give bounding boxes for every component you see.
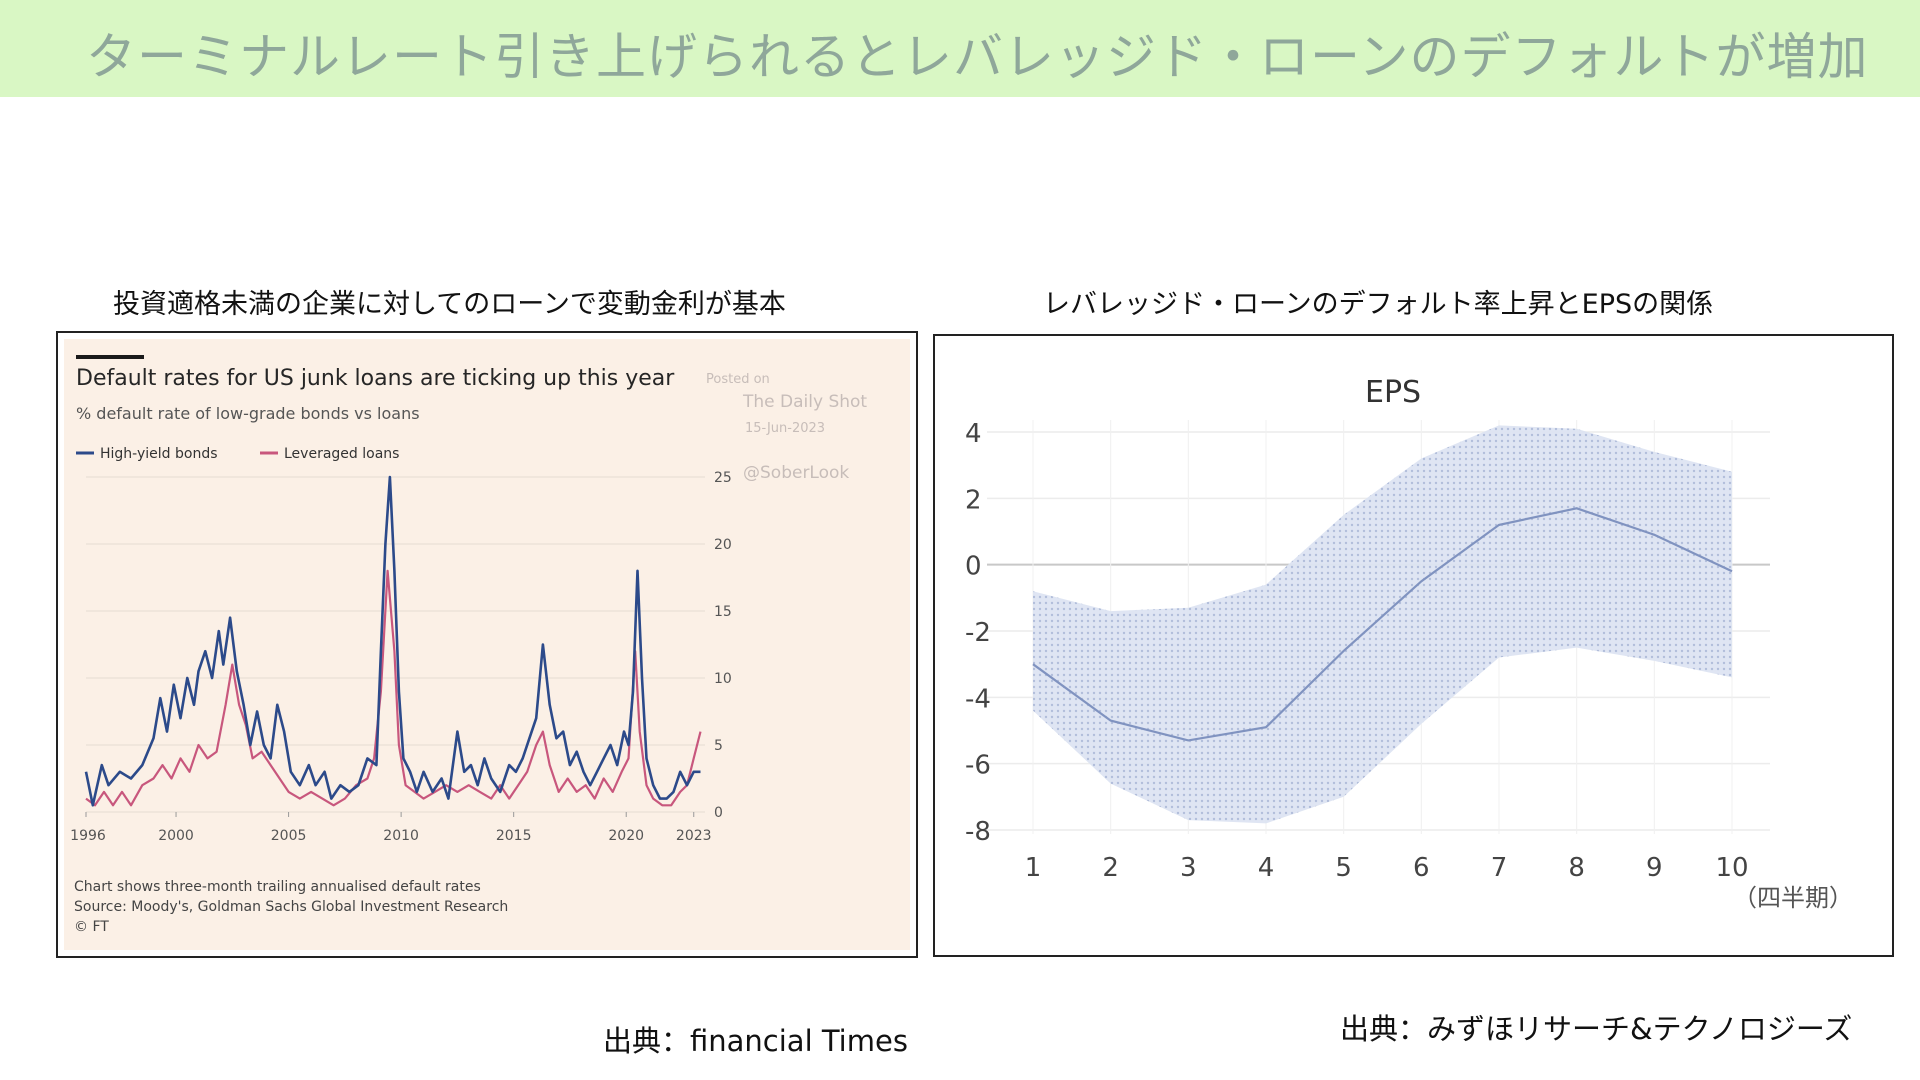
left-chart-frame: Default rates for US junk loans are tick… (56, 331, 918, 958)
x-tick-label: 2015 (496, 828, 532, 844)
eps-x-tick-label: 1 (1025, 853, 1042, 883)
right-source: 出典：みずほリサーチ&テクノロジーズ (1340, 1012, 1853, 1046)
slide-title: ターミナルレート引き上げられるとレバレッジド・ローンのデフォルトが増加 (86, 28, 1869, 86)
legend-label-hy: High-yield bonds (100, 446, 218, 462)
watermark-name: The Daily Shot (742, 392, 867, 412)
right-chart-caption: レバレッジド・ローンのデフォルト率上昇とEPSの関係 (1043, 289, 1714, 320)
eps-x-tick-label: 7 (1491, 853, 1508, 883)
eps-y-tick-label: 4 (965, 419, 982, 449)
eps-median-line (1032, 507, 1733, 742)
series (84, 475, 702, 807)
eps-y-tick-label: -8 (965, 817, 991, 847)
x-tick-label: 2005 (271, 828, 307, 844)
eps-y-tick-label: -6 (965, 751, 991, 781)
chart-title: Default rates for US junk loans are tick… (76, 366, 675, 391)
x-tick-label: 2023 (676, 828, 712, 844)
watermark-date: 15-Jun-2023 (745, 421, 825, 436)
y-tick-label: 0 (714, 805, 723, 821)
x-tick-label: 1996 (70, 828, 106, 844)
y-tick-label: 15 (714, 604, 732, 620)
eps-axes: 4 2 0 -2 -4 -6 -8 1 2 3 4 5 6 7 8 9 10 (965, 419, 1749, 883)
chart-background (64, 339, 910, 950)
series-line-leveraged-loans (85, 569, 702, 807)
footnote-3: © FT (74, 919, 109, 935)
x-tick-label: 2020 (608, 828, 644, 844)
x-tick-label: 2010 (383, 828, 419, 844)
junk-loans-chart: Default rates for US junk loans are tick… (64, 339, 910, 950)
watermark: Posted on The Daily Shot 15-Jun-2023 @So… (706, 372, 867, 483)
y-tick-label: 10 (714, 671, 732, 687)
y-tick-label: 25 (714, 470, 732, 486)
eps-y-tick-label: 0 (965, 552, 982, 582)
eps-x-tick-label: 5 (1335, 853, 1352, 883)
eps-band (1033, 425, 1732, 824)
title-banner: ターミナルレート引き上げられるとレバレッジド・ローンのデフォルトが増加 (0, 0, 1920, 97)
left-source: 出典：financial Times (603, 1024, 908, 1058)
eps-x-tick-label: 2 (1102, 853, 1119, 883)
chart-subtitle: % default rate of low-grade bonds vs loa… (76, 404, 420, 423)
eps-x-tick-label: 10 (1715, 853, 1748, 883)
y-tick-label: 20 (714, 537, 732, 553)
left-chart-caption: 投資適格未満の企業に対してのローンで変動金利が基本 (113, 289, 786, 320)
footnote-2: Source: Moody's, Goldman Sachs Global In… (74, 899, 508, 915)
right-chart-frame: EPS 4 2 0 -2 -4 -6 -8 1 2 3 4 5 6 7 8 9 10 （四半期） (933, 334, 1894, 957)
x-tick-label: 2000 (158, 828, 194, 844)
eps-y-tick-label: -4 (965, 684, 991, 714)
y-tick-label: 5 (714, 738, 723, 754)
footnote-1: Chart shows three-month trailing annuali… (74, 879, 481, 895)
eps-y-tick-label: 2 (965, 485, 982, 515)
legend: High-yield bonds Leveraged loans (76, 446, 399, 462)
legend-label-lev: Leveraged loans (284, 446, 399, 462)
eps-uncertainty-band (1033, 425, 1732, 824)
series-line-high-yield (84, 475, 701, 807)
eps-x-tick-label: 3 (1180, 853, 1197, 883)
eps-line (1032, 507, 1733, 742)
eps-x-tick-label: 8 (1568, 853, 1585, 883)
eps-x-tick-label: 6 (1413, 853, 1430, 883)
ft-accent-bar (76, 355, 144, 359)
eps-chart: EPS 4 2 0 -2 -4 -6 -8 1 2 3 4 5 6 7 8 9 10 （四半期） (965, 375, 1853, 912)
eps-title: EPS (1365, 375, 1421, 410)
watermark-handle: @SoberLook (743, 463, 849, 483)
axes: 0 5 10 15 20 25 1996 2000 2005 2010 2015 2020 2023 (70, 470, 732, 844)
eps-x-tick-label: 4 (1258, 853, 1275, 883)
watermark-posted: Posted on (706, 372, 770, 387)
eps-x-tick-label: 9 (1646, 853, 1663, 883)
eps-x-unit: （四半期） (1733, 884, 1853, 912)
eps-y-tick-label: -2 (965, 618, 991, 648)
